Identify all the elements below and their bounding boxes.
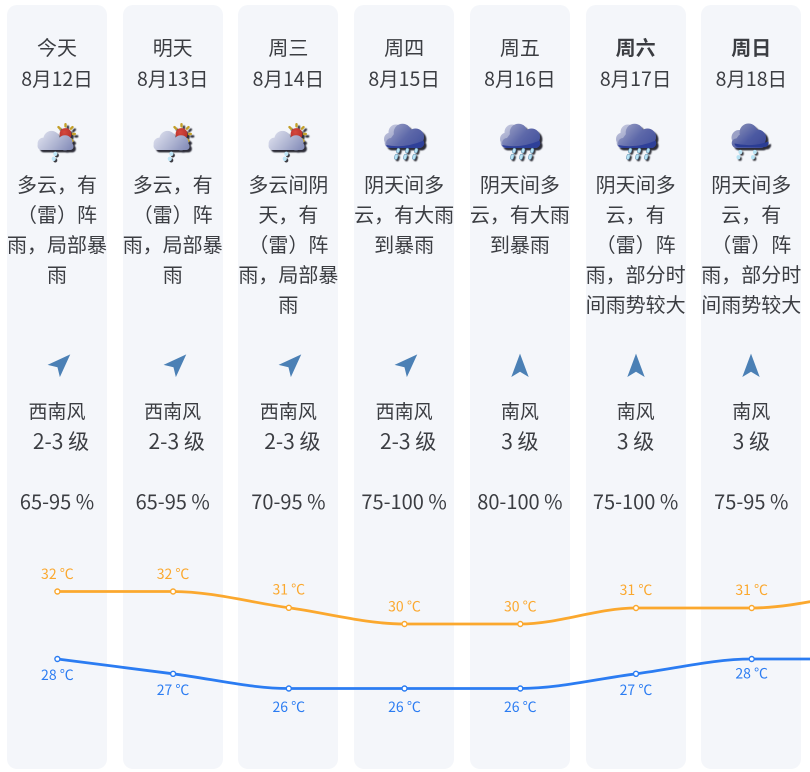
svg-text:27 ℃: 27 ℃ (157, 680, 190, 700)
svg-text:28 ℃: 28 ℃ (735, 664, 768, 684)
svg-text:27 ℃: 27 ℃ (620, 680, 653, 700)
svg-text:28 ℃: 28 ℃ (41, 665, 74, 685)
svg-text:30 ℃: 30 ℃ (504, 597, 537, 617)
svg-text:30 ℃: 30 ℃ (388, 597, 421, 617)
svg-text:31 ℃: 31 ℃ (735, 580, 768, 600)
svg-text:26 ℃: 26 ℃ (388, 697, 421, 717)
svg-text:26 ℃: 26 ℃ (272, 697, 305, 717)
svg-text:31 ℃: 31 ℃ (272, 580, 305, 600)
svg-text:32 ℃: 32 ℃ (41, 564, 74, 584)
svg-text:31 ℃: 31 ℃ (620, 580, 653, 600)
svg-text:26 ℃: 26 ℃ (504, 697, 537, 717)
svg-text:32 ℃: 32 ℃ (157, 564, 190, 584)
